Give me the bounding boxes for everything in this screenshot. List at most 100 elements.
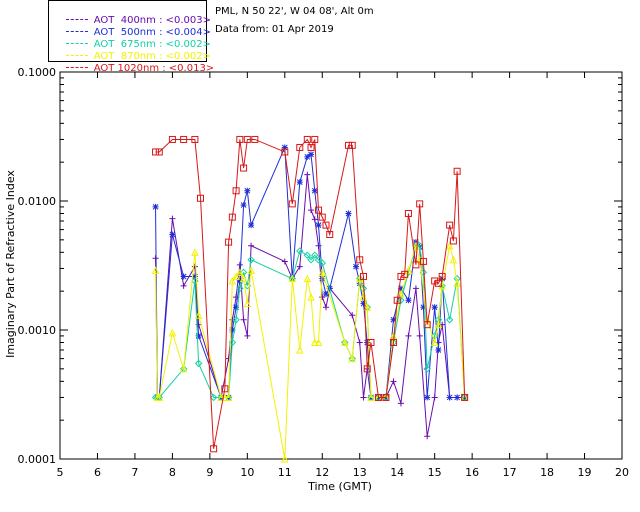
data-point	[296, 263, 303, 270]
data-point	[438, 272, 446, 280]
data-point	[374, 393, 382, 401]
data-point	[248, 242, 255, 249]
data-point	[224, 393, 233, 401]
data-point	[236, 277, 243, 284]
data-point	[416, 200, 424, 208]
data-point	[405, 297, 412, 304]
series-line	[155, 174, 465, 437]
data-point	[412, 261, 420, 269]
data-point	[401, 270, 409, 278]
data-point	[360, 300, 367, 307]
x-tick-label: 14	[390, 466, 404, 479]
data-point	[405, 332, 412, 339]
data-point	[430, 338, 439, 347]
legend-swatch-1020nm	[65, 67, 88, 69]
data-point	[281, 258, 288, 265]
data-point	[434, 279, 442, 287]
x-tick-label: 8	[169, 466, 176, 479]
x-tick-label: 12	[315, 466, 329, 479]
data-point	[229, 327, 236, 333]
data-point	[382, 393, 390, 401]
data-point	[419, 257, 427, 265]
data-point	[221, 385, 229, 393]
data-point	[322, 221, 330, 229]
data-point	[232, 316, 240, 324]
data-point	[236, 268, 244, 276]
data-point	[168, 328, 177, 337]
data-point	[296, 179, 303, 186]
legend-entry-1020nm: AOT 1020nm : <0.013>	[53, 51, 214, 74]
data-point	[195, 332, 202, 339]
legend-label-870nm: AOT 870nm : <0.002>	[93, 51, 211, 62]
data-point	[390, 378, 397, 385]
x-tick-label: 20	[615, 466, 629, 479]
data-point	[288, 274, 297, 283]
legend-entry-500nm: AOT 500nm : <0.004>	[53, 15, 211, 38]
data-point	[233, 294, 240, 301]
data-point	[461, 393, 469, 401]
data-point	[281, 148, 289, 156]
data-point	[355, 274, 364, 283]
data-point	[435, 346, 442, 353]
data-point	[423, 365, 431, 373]
data-point	[169, 231, 176, 238]
data-point	[209, 393, 218, 402]
data-point	[315, 242, 322, 249]
data-point	[303, 135, 311, 143]
series-layer	[151, 135, 469, 463]
data-point	[236, 135, 244, 143]
data-point	[314, 256, 323, 264]
data-point	[244, 332, 251, 339]
data-point	[415, 255, 424, 264]
data-point	[389, 339, 397, 347]
data-point	[431, 277, 439, 285]
data-point	[240, 164, 248, 172]
data-point	[179, 364, 188, 373]
data-point	[243, 299, 252, 308]
data-point	[310, 338, 319, 347]
data-point	[307, 292, 315, 301]
data-point	[315, 222, 322, 229]
data-point	[367, 393, 375, 401]
data-point	[438, 281, 446, 290]
x-tick-label: 7	[131, 466, 138, 479]
data-point	[232, 272, 240, 280]
data-point	[344, 141, 352, 149]
data-point	[311, 216, 318, 223]
data-point	[446, 221, 454, 229]
data-point	[359, 292, 368, 301]
x-axis: 5 6 7 8 9 10 11 12 13 14 15 16 17 18 19 20	[57, 72, 629, 479]
date-info: Data from: 01 Apr 2019	[215, 24, 334, 35]
data-point	[356, 256, 364, 264]
data-point	[233, 304, 240, 311]
data-point	[247, 256, 255, 264]
series-line	[155, 243, 466, 460]
data-point	[390, 316, 397, 323]
data-point	[314, 338, 323, 347]
data-point	[416, 332, 423, 339]
data-point	[445, 241, 454, 250]
data-point	[197, 194, 204, 202]
y-tick-label: 0.0100	[18, 195, 57, 208]
data-point	[296, 247, 304, 255]
data-point	[236, 261, 243, 268]
data-point	[311, 251, 319, 259]
data-point	[244, 187, 251, 194]
y-tick-label: 0.0001	[18, 453, 57, 466]
data-point	[363, 365, 371, 373]
data-point	[446, 394, 453, 401]
data-point	[453, 167, 461, 175]
data-point	[340, 338, 349, 347]
data-point	[323, 291, 330, 298]
data-point	[397, 289, 405, 298]
x-tick-label: 15	[428, 466, 442, 479]
legend: AOT 400nm : <0.003> AOT 500nm : <0.004> …	[48, 0, 214, 74]
data-point	[191, 273, 198, 280]
data-point	[363, 303, 372, 311]
legend-label-500nm: AOT 500nm : <0.004>	[93, 27, 211, 38]
data-point	[248, 222, 255, 229]
data-point	[449, 237, 457, 245]
data-point	[210, 445, 218, 453]
data-point	[397, 296, 405, 304]
data-point	[415, 242, 424, 250]
